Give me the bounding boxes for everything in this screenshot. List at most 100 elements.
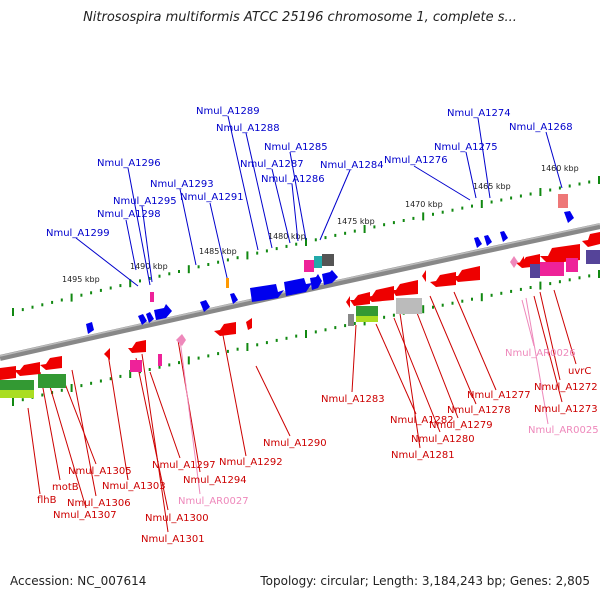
tick-mark (158, 274, 161, 278)
tick-mark (187, 356, 190, 365)
tick-mark (60, 298, 63, 302)
gene-forward-arrow (200, 300, 210, 312)
label-nmul-a1297: Nmul_A1297 (152, 460, 216, 471)
label-nmul-a1300: Nmul_A1300 (145, 513, 209, 524)
gene-reverse-arrow (422, 270, 426, 282)
tick-mark (109, 286, 112, 290)
tick-mark (80, 384, 83, 388)
tick-mark (598, 270, 600, 278)
label-nmul-a1293: Nmul_A1293 (150, 179, 214, 190)
label-nmul-a1272: Nmul_A1272 (534, 382, 598, 393)
label-nmul-a1274: Nmul_A1274 (447, 108, 511, 119)
leader-nmul-a1268 (545, 131, 563, 189)
tick-mark (21, 398, 24, 402)
gene-reverse-arrow (582, 232, 600, 247)
tick-mark (305, 330, 307, 338)
gene-block-magenta (130, 360, 142, 372)
label-nmul-a1299: Nmul_A1299 (46, 228, 110, 239)
leader-nmul-a1295 (141, 205, 153, 283)
tick-label-1470: 1470 kbp (405, 200, 443, 209)
tick-mark (285, 244, 288, 248)
tick-mark (187, 265, 190, 274)
tick-mark (197, 356, 200, 360)
label-nmul-a1303: Nmul_A1303 (102, 481, 166, 492)
leader-nmul-a1289 (227, 115, 259, 251)
label-nmul-a1292: Nmul_A1292 (219, 457, 283, 468)
tick-mark (510, 289, 513, 293)
label-motb: motB (52, 482, 79, 493)
tick-mark (314, 330, 317, 334)
leader-nmul-a1299 (75, 237, 139, 287)
label-nmul-ar0025: Nmul_AR0025 (528, 425, 599, 436)
gene-forward-arrow (310, 274, 322, 290)
tick-mark (12, 398, 14, 406)
tick-mark (471, 204, 473, 208)
label-nmul-a1288: Nmul_A1288 (216, 123, 280, 134)
label-nmul-a1278: Nmul_A1278 (447, 405, 511, 416)
leader-nmul-a1282 (375, 323, 417, 415)
tick-mark (490, 293, 493, 297)
tick-mark (568, 184, 571, 188)
tick-mark (129, 279, 132, 288)
gene-reverse-arrow (14, 362, 40, 376)
gene-forward-arrow (86, 322, 94, 334)
gene-forward-arrow (500, 231, 508, 242)
label-nmul-a1281: Nmul_A1281 (391, 450, 455, 461)
leader-nmul-a1284 (319, 169, 351, 241)
label-nmul-a1285: Nmul_A1285 (264, 142, 328, 153)
gene-forward-arrow (154, 304, 172, 320)
gene-reverse-arrow (0, 366, 16, 380)
tick-track-top (12, 176, 600, 316)
leader-nmul-a1305 (61, 375, 97, 465)
label-nmul-a1282: Nmul_A1282 (390, 415, 454, 426)
gene-block-green (356, 306, 378, 316)
leader-motb (39, 371, 61, 481)
tick-mark (158, 365, 161, 369)
leader-nmul-a1306 (71, 369, 97, 497)
gene-reverse-arrow (392, 280, 418, 296)
tick-mark (275, 247, 278, 251)
gene-block-gray (322, 254, 334, 266)
label-nmul-a1275: Nmul_A1275 (434, 142, 498, 153)
gene-block-pink (150, 292, 154, 302)
gene-reverse-arrow (246, 318, 252, 330)
tick-mark (197, 265, 200, 269)
tick-mark (285, 336, 288, 340)
tick-mark (588, 274, 591, 278)
tick-mark (383, 315, 386, 319)
topology-summary: Topology: circular; Length: 3,184,243 bp… (260, 574, 590, 588)
tick-mark (119, 284, 122, 288)
tick-mark (217, 352, 220, 356)
leader-nmul-a1288 (245, 132, 273, 249)
tick-mark (422, 305, 425, 314)
tick-mark (500, 291, 503, 295)
tick-mark (373, 225, 376, 229)
leader-nmul-a1296 (127, 167, 151, 286)
gene-block-green (0, 380, 34, 390)
tick-mark (529, 192, 532, 196)
gene-forward-arrow (146, 312, 154, 323)
label-nmul-ar0026: Nmul_AR0026 (505, 348, 576, 359)
tick-mark (558, 186, 561, 190)
tick-mark (480, 293, 483, 302)
leader-nmul-a1300 (135, 357, 169, 511)
tick-mark (256, 343, 259, 347)
tick-mark (422, 212, 425, 221)
tick-mark (344, 231, 347, 235)
gene-rna-arrow (176, 334, 186, 346)
tick-mark (178, 270, 180, 273)
leader-nmul-a1276 (413, 165, 471, 201)
tick-mark (432, 305, 434, 309)
tick-mark (363, 225, 366, 233)
tick-mark (99, 379, 102, 383)
tick-label-1490: 1490 kbp (130, 262, 168, 271)
leader-nmul-a1301 (141, 353, 169, 533)
tick-mark (305, 238, 307, 246)
tick-mark (139, 279, 141, 283)
gene-forward-arrow (284, 278, 312, 296)
tick-mark (324, 236, 327, 240)
tick-mark (246, 343, 249, 351)
tick-mark (353, 229, 356, 233)
leader-nmul-ar0026 (521, 299, 535, 347)
